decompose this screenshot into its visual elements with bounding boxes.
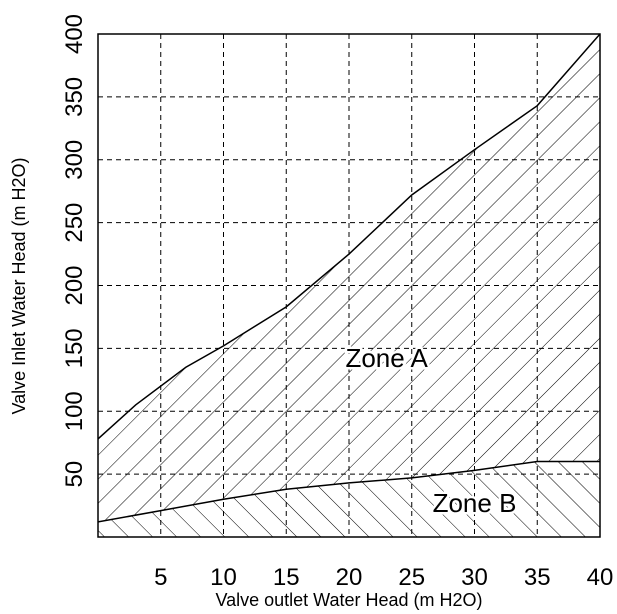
x-tick-label: 15 [273,564,300,591]
y-tick-label: 200 [61,265,88,305]
zone-label: Zone A [345,343,428,373]
x-axis-title: Valve outlet Water Head (m H2O) [215,590,482,610]
y-tick-label: 50 [61,461,88,488]
y-axis-title: Valve Inlet Water Head (m H2O) [9,157,29,414]
x-tick-label: 25 [398,564,425,591]
x-tick-label: 40 [587,564,614,591]
y-tick-label: 150 [61,328,88,368]
y-tick-label: 400 [61,14,88,54]
x-tick-label: 30 [461,564,488,591]
x-tick-label: 20 [336,564,363,591]
x-tick-label: 5 [154,564,167,591]
zone-labels: Zone A Zone B [343,341,519,521]
tick-labels: 5 10 15 20 25 30 35 40 50 100 150 200 250 300 350 400 [61,14,613,591]
boundary-curves [98,34,600,523]
plot-frame [97,33,601,538]
x-tick-label: 35 [524,564,551,591]
grid [98,34,600,537]
zone-b-area [98,461,600,537]
y-tick-label: 100 [61,391,88,431]
middle-boundary-line [98,460,600,523]
upper-boundary-line [98,34,600,440]
y-tick-label: 350 [61,77,88,117]
y-tick-label: 300 [61,140,88,180]
y-tick-label: 250 [61,203,88,243]
zone-label: Zone B [433,488,517,518]
x-tick-label: 10 [210,564,237,591]
